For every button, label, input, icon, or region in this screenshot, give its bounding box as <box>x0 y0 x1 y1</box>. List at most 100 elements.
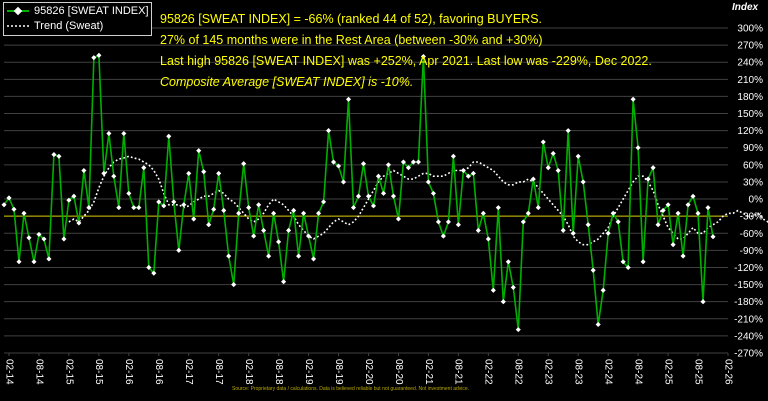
data-point <box>475 227 481 233</box>
x-tick-label: 02-20 <box>363 359 374 385</box>
data-point <box>276 239 282 245</box>
y-axis-title: Index <box>732 2 759 13</box>
y-tick-label: -150% <box>734 280 763 291</box>
data-point <box>206 222 212 228</box>
data-point <box>355 193 362 199</box>
data-point <box>46 256 52 262</box>
data-point <box>340 179 347 185</box>
data-point <box>625 264 631 271</box>
x-tick-label: 02-14 <box>3 359 14 385</box>
data-point <box>151 270 157 276</box>
data-point <box>650 165 656 171</box>
x-tick-label: 08-24 <box>632 359 643 385</box>
data-point <box>106 130 112 137</box>
y-tick-label: 270% <box>737 41 763 52</box>
data-point <box>226 253 232 259</box>
data-point <box>550 150 556 157</box>
data-point <box>455 222 461 228</box>
data-point <box>460 167 466 174</box>
x-tick-label: 02-19 <box>303 359 314 385</box>
data-point <box>316 210 322 216</box>
x-tick-label: 02-15 <box>63 359 74 385</box>
data-point <box>360 161 367 167</box>
data-point <box>256 202 262 208</box>
data-point <box>590 267 596 273</box>
x-tick-label: 02-16 <box>123 359 134 385</box>
data-point <box>500 299 506 305</box>
data-point <box>286 227 292 233</box>
data-point <box>415 159 421 165</box>
data-point <box>435 219 441 225</box>
data-point <box>600 287 606 293</box>
data-point <box>380 190 387 196</box>
data-point <box>306 233 312 239</box>
x-tick-label: 02-25 <box>662 359 673 385</box>
note-line-2: 27% of 145 months were in the Rest Area … <box>160 33 543 47</box>
data-point <box>705 205 711 211</box>
data-point <box>680 253 686 259</box>
data-point <box>390 193 397 199</box>
data-point <box>81 167 87 174</box>
x-tick-label: 02-23 <box>543 359 554 385</box>
legend-series-label: 95826 [SWEAT INDEX] <box>34 4 149 17</box>
data-point <box>655 222 661 228</box>
x-axis-tick-labels: 02-14 08-14 02-15 08-15 02-16 08-16 02-17 08-17… <box>3 353 733 385</box>
x-tick-label: 02-17 <box>183 359 194 385</box>
data-point <box>530 176 536 182</box>
y-tick-label: -90% <box>740 246 763 257</box>
data-point <box>710 234 716 240</box>
data-point <box>700 299 706 305</box>
data-point <box>51 152 57 158</box>
data-point <box>645 176 651 182</box>
y-tick-label: -120% <box>734 263 763 274</box>
x-tick-label: 08-25 <box>692 359 703 385</box>
data-point <box>560 227 566 233</box>
data-point <box>585 222 591 228</box>
chart-notes: 95826 [SWEAT INDEX] = -66% (ranked 44 of… <box>160 9 652 93</box>
footer-source-text: Source: Proprietary data / calculations.… <box>232 386 470 392</box>
data-point <box>311 256 317 262</box>
y-tick-label: -30% <box>740 212 763 223</box>
data-point <box>485 236 491 242</box>
x-tick-label: 02-18 <box>243 359 254 385</box>
note-line-1: 95826 [SWEAT INDEX] = -66% (ranked 44 of… <box>160 12 543 26</box>
data-point <box>26 235 32 241</box>
data-point <box>141 165 147 171</box>
legend-series-swatch-icon <box>7 6 29 15</box>
data-point <box>580 179 586 185</box>
y-tick-label: 30% <box>743 177 763 188</box>
x-tick-label: 02-26 <box>722 359 733 385</box>
data-point <box>430 190 436 196</box>
data-point <box>271 210 277 216</box>
data-point <box>445 219 451 225</box>
data-point <box>116 205 122 211</box>
data-point <box>191 216 197 222</box>
data-point <box>111 173 117 179</box>
data-point <box>620 259 626 265</box>
data-point <box>495 205 501 211</box>
legend-trend-swatch-icon <box>7 24 29 27</box>
data-point <box>246 205 252 211</box>
data-point <box>201 169 207 175</box>
data-point <box>670 242 676 248</box>
data-point <box>6 195 12 201</box>
data-point <box>221 207 227 214</box>
y-tick-label: 300% <box>737 24 763 35</box>
data-point <box>176 247 182 253</box>
y-tick-label: 120% <box>737 126 763 137</box>
data-point <box>630 96 636 102</box>
data-point <box>395 216 402 222</box>
data-point <box>181 202 187 208</box>
data-point <box>465 173 471 179</box>
data-point <box>370 203 377 209</box>
data-point <box>321 199 327 205</box>
data-point <box>41 236 47 242</box>
x-tick-label: 02-22 <box>483 359 494 385</box>
data-point <box>241 161 247 167</box>
data-point <box>101 170 107 176</box>
data-point <box>440 233 446 239</box>
data-point <box>261 227 267 233</box>
y-tick-label: -60% <box>740 229 763 240</box>
data-point <box>56 153 62 159</box>
